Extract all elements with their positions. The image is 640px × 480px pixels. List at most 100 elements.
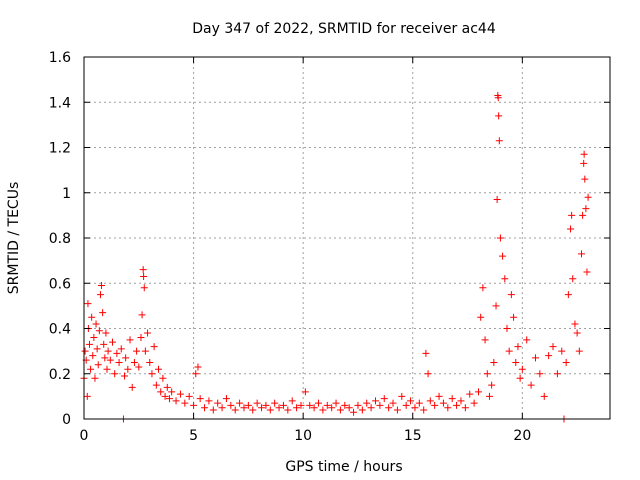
data-point	[495, 137, 503, 145]
x-tick-label: 15	[404, 428, 422, 444]
data-point	[431, 401, 439, 409]
data-point	[420, 406, 428, 414]
data-point	[258, 404, 266, 412]
data-point	[168, 388, 176, 396]
data-point	[271, 399, 279, 407]
data-point	[128, 383, 136, 391]
data-point	[205, 397, 213, 405]
data-point	[236, 399, 244, 407]
data-point	[323, 401, 331, 409]
data-point	[222, 395, 230, 403]
data-point	[527, 381, 535, 389]
data-point	[582, 205, 590, 213]
data-point	[135, 363, 143, 371]
data-point	[192, 370, 200, 378]
data-point	[190, 401, 198, 409]
data-point	[479, 284, 487, 292]
data-point	[84, 300, 92, 308]
y-axis-ticks: 0 0.2 0.4 0.6 0.8 1 1.2 1.4 1.6	[49, 50, 610, 428]
data-point	[144, 329, 152, 337]
data-point	[130, 358, 138, 366]
data-point	[155, 365, 163, 373]
data-point	[512, 358, 520, 366]
data-point	[493, 196, 501, 204]
data-point	[567, 225, 575, 233]
data-point	[108, 338, 116, 346]
x-axis-label: GPS time / hours	[285, 459, 402, 475]
data-point	[94, 361, 102, 369]
data-point	[176, 390, 184, 398]
data-point	[407, 397, 415, 405]
data-point	[231, 406, 239, 414]
data-point	[288, 397, 296, 405]
data-point	[523, 336, 531, 344]
data-point	[510, 313, 518, 321]
data-point	[96, 291, 104, 299]
data-point	[244, 401, 252, 409]
data-point	[100, 340, 108, 348]
x-tick-label: 0	[80, 428, 89, 444]
data-point	[148, 370, 156, 378]
data-point	[415, 399, 423, 407]
data-point	[393, 406, 401, 414]
y-tick-label: 0.4	[49, 322, 71, 338]
data-point	[140, 272, 148, 280]
data-point	[358, 406, 366, 414]
data-point	[461, 404, 469, 412]
data-point	[117, 345, 125, 353]
data-point	[483, 370, 491, 378]
data-point	[315, 399, 323, 407]
data-point	[536, 370, 544, 378]
data-point	[448, 395, 456, 403]
data-point	[121, 372, 129, 380]
data-point	[549, 343, 557, 351]
data-point	[124, 365, 132, 373]
x-tick-label: 5	[189, 428, 198, 444]
data-point	[495, 112, 503, 120]
data-point	[477, 313, 485, 321]
data-point	[106, 356, 114, 364]
data-point	[102, 329, 110, 337]
data-point	[363, 399, 371, 407]
data-point	[553, 370, 561, 378]
data-point	[284, 406, 292, 414]
data-point	[218, 404, 226, 412]
data-point	[494, 94, 502, 102]
data-point	[499, 252, 507, 260]
data-point	[163, 383, 171, 391]
data-point	[91, 374, 99, 382]
x-tick-label: 10	[294, 428, 312, 444]
data-point	[301, 388, 309, 396]
data-point	[137, 334, 145, 342]
data-point	[385, 404, 393, 412]
data-point	[485, 392, 493, 400]
chart-title: Day 347 of 2022, SRMTID for receiver ac4…	[192, 21, 496, 37]
data-point	[185, 392, 193, 400]
x-axis-ticks: 0 5 10 15 20	[80, 57, 531, 444]
data-point	[138, 311, 146, 319]
data-point	[275, 404, 283, 412]
data-point	[540, 392, 548, 400]
data-point	[466, 390, 474, 398]
data-point	[545, 352, 553, 360]
data-point	[424, 370, 432, 378]
data-point	[580, 150, 588, 158]
plot-frame	[83, 56, 611, 420]
data-point	[103, 365, 111, 373]
y-tick-label: 1.6	[49, 50, 71, 66]
data-point	[152, 381, 160, 389]
y-axis-label: SRMTID / TECUs	[6, 182, 22, 295]
y-tick-label: 0.8	[49, 231, 71, 247]
data-point	[569, 275, 577, 283]
y-tick-label: 0.6	[49, 276, 71, 292]
data-point	[126, 336, 134, 344]
data-point	[92, 320, 100, 328]
data-point	[490, 358, 498, 366]
data-point	[81, 347, 89, 355]
data-point	[402, 401, 410, 409]
data-point	[266, 406, 274, 414]
data-point	[201, 404, 209, 412]
data-point	[444, 404, 452, 412]
data-point	[514, 343, 522, 351]
data-point	[380, 395, 388, 403]
